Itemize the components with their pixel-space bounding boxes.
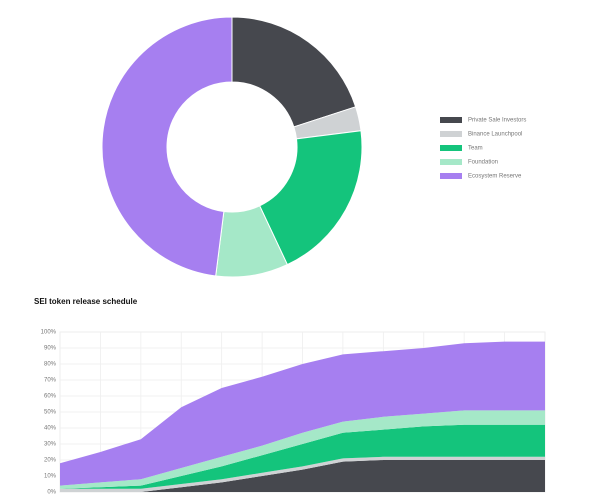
area-series: [60, 410, 545, 489]
area-series: [60, 424, 545, 489]
y-tick-label: 30%: [44, 442, 57, 448]
legend-swatch: [440, 145, 462, 151]
legend-swatch: [440, 159, 462, 165]
area-series: [60, 341, 545, 486]
donut-slice: [231, 16, 357, 128]
area-series: [60, 460, 545, 492]
y-tick-label: 50%: [44, 410, 57, 416]
legend-label: Ecosystem Reserve: [468, 174, 522, 180]
legend-label: Foundation: [468, 160, 498, 166]
legend-swatch: [440, 117, 462, 123]
legend-label: Binance Launchpool: [468, 132, 522, 138]
y-tick-label: 10%: [44, 474, 57, 480]
chart-title: SEI token release schedule: [34, 297, 138, 306]
y-tick-label: 90%: [44, 346, 57, 352]
legend-swatch: [440, 173, 462, 179]
donut-slice: [259, 130, 363, 266]
y-tick-label: 100%: [41, 330, 57, 336]
y-tick-label: 40%: [44, 426, 57, 432]
legend-swatch: [440, 131, 462, 137]
y-tick-label: 20%: [44, 458, 57, 464]
y-tick-label: 0%: [47, 490, 56, 496]
legend-label: Private Sale Investors: [468, 118, 526, 124]
legend-label: Team: [468, 146, 483, 152]
y-tick-label: 60%: [44, 394, 57, 400]
y-tick-label: 80%: [44, 362, 57, 368]
y-tick-label: 70%: [44, 378, 57, 384]
donut-slice: [101, 16, 233, 277]
